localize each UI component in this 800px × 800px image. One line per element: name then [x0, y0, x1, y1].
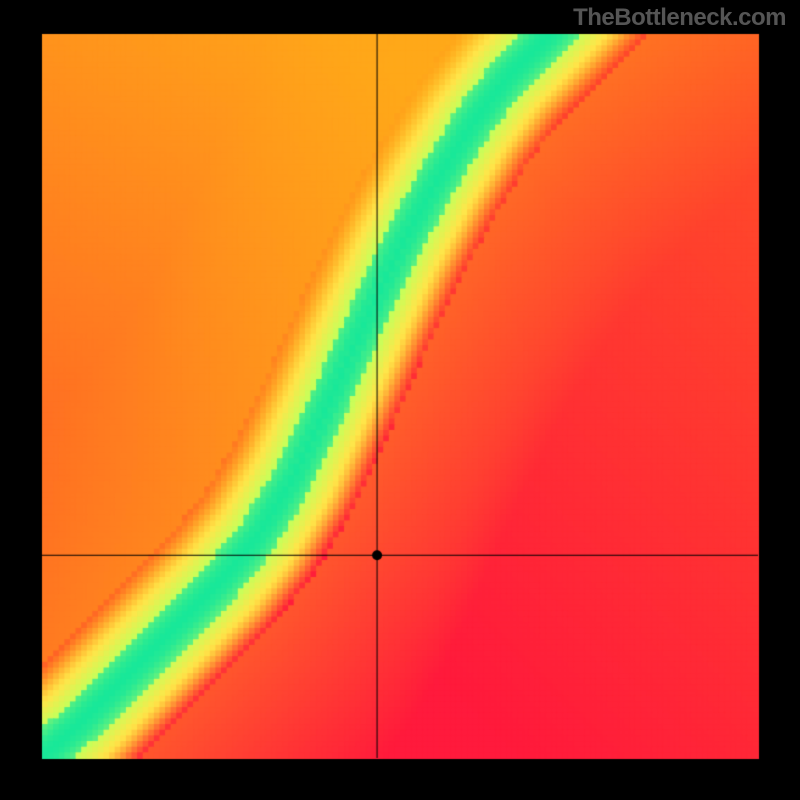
bottleneck-heatmap [0, 0, 800, 800]
watermark-text: TheBottleneck.com [573, 4, 786, 32]
